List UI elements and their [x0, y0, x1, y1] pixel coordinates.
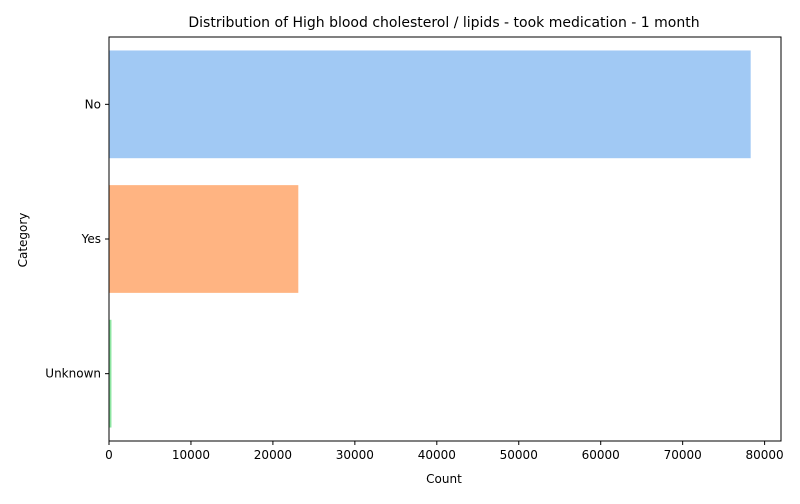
x-tick-label-60000: 60000 [582, 448, 620, 462]
x-tick-label-70000: 70000 [664, 448, 702, 462]
x-tick-label-10000: 10000 [172, 448, 210, 462]
bar-no [109, 50, 751, 159]
y-tick-label-no: No [85, 97, 101, 111]
plot-area-border [108, 36, 782, 442]
bars-group [109, 50, 751, 428]
y-tick-label-unknown: Unknown [45, 367, 101, 381]
x-tick-label-20000: 20000 [254, 448, 292, 462]
x-tick-label-0: 0 [105, 448, 113, 462]
x-axis-ticks: 0 10000 20000 30000 40000 50000 60000 70000 8000… [105, 441, 784, 462]
x-tick-label-80000: 80000 [746, 448, 784, 462]
x-tick-label-40000: 40000 [418, 448, 456, 462]
x-axis-label: Count [426, 472, 462, 486]
bar-unknown [109, 319, 112, 428]
bar-yes [109, 185, 299, 293]
y-axis-ticks: No Yes Unknown [45, 97, 109, 381]
chart-title: Distribution of High blood cholesterol /… [188, 15, 699, 31]
plot-frame [108, 36, 782, 442]
x-tick-label-50000: 50000 [500, 448, 538, 462]
x-tick-label-30000: 30000 [336, 448, 374, 462]
y-axis-label: Category [16, 213, 30, 268]
y-tick-label-yes: Yes [81, 232, 101, 246]
